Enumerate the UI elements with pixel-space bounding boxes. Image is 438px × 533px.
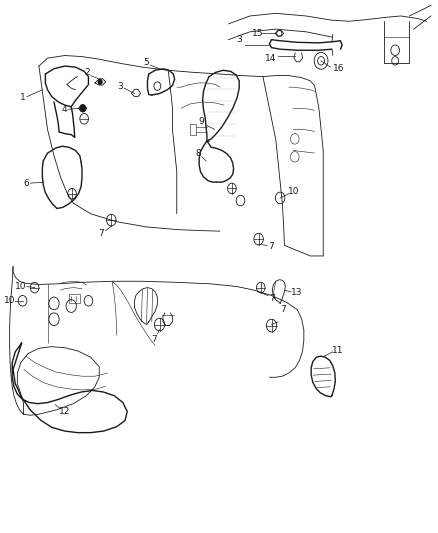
- Text: 2: 2: [85, 68, 90, 77]
- Text: 7: 7: [281, 305, 286, 314]
- Text: 12: 12: [59, 407, 71, 416]
- Text: 1: 1: [20, 93, 25, 102]
- Text: 10: 10: [15, 282, 27, 291]
- Text: 16: 16: [332, 64, 344, 73]
- Text: 3: 3: [237, 35, 242, 44]
- Text: 11: 11: [332, 346, 344, 356]
- Text: 10: 10: [288, 187, 300, 196]
- Text: 15: 15: [252, 29, 264, 38]
- Text: 9: 9: [199, 117, 205, 126]
- Text: 7: 7: [269, 294, 275, 303]
- Text: 7: 7: [268, 242, 274, 251]
- Text: 7: 7: [99, 229, 104, 238]
- Text: 3: 3: [117, 82, 123, 91]
- Text: 4: 4: [61, 105, 67, 114]
- Text: 5: 5: [143, 59, 148, 67]
- Text: 8: 8: [195, 149, 201, 158]
- Text: 6: 6: [23, 179, 29, 188]
- Text: 7: 7: [152, 335, 157, 344]
- Text: 14: 14: [265, 54, 276, 63]
- Circle shape: [98, 79, 102, 85]
- Text: 10: 10: [4, 296, 15, 305]
- Text: 13: 13: [291, 288, 302, 297]
- Circle shape: [80, 104, 86, 112]
